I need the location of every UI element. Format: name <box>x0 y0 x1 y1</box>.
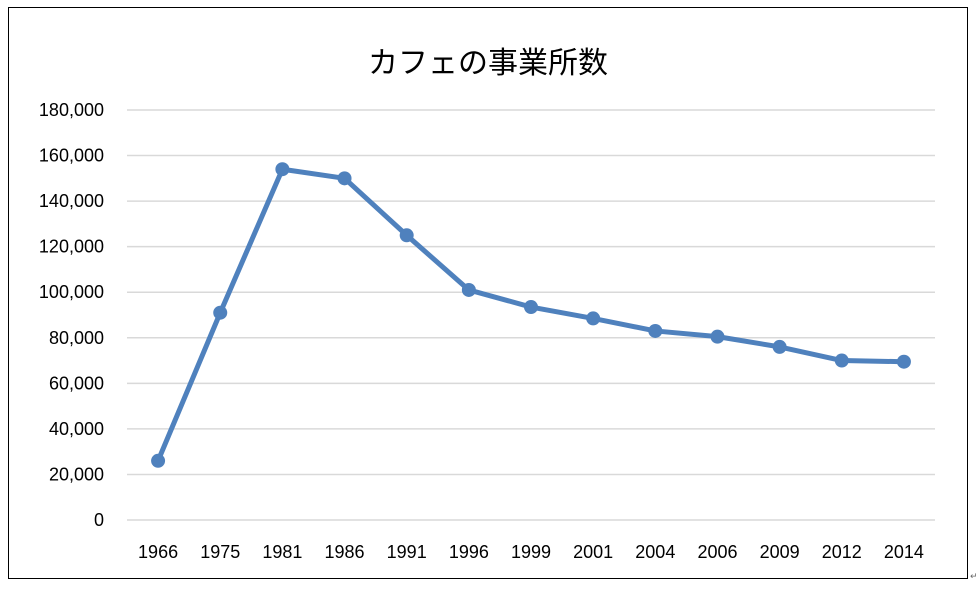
x-tick-label: 1991 <box>387 542 427 562</box>
y-tick-label: 160,000 <box>39 146 104 166</box>
y-tick-label: 60,000 <box>49 373 104 393</box>
data-point <box>524 300 538 315</box>
x-tick-label: 1999 <box>511 542 551 562</box>
return-mark: ↵ <box>970 572 978 582</box>
chart-title: カフェの事業所数 <box>368 46 608 81</box>
y-axis-tick-labels: 0 20,000 40,000 60,000 80,000 100,000 120,000 1… <box>39 100 104 530</box>
y-tick-label: 120,000 <box>39 237 104 257</box>
data-point <box>710 329 725 344</box>
y-tick-label: 80,000 <box>49 328 104 348</box>
data-point <box>834 353 849 368</box>
series-layer <box>151 162 911 468</box>
gridlines <box>127 109 935 521</box>
data-point <box>648 323 663 338</box>
y-tick-label: 140,000 <box>39 191 104 211</box>
x-tick-label: 2006 <box>697 542 737 562</box>
y-tick-label: 0 <box>94 510 104 530</box>
data-point <box>151 453 166 468</box>
x-tick-label: 2009 <box>760 542 800 562</box>
y-tick-label: 20,000 <box>49 464 104 484</box>
y-tick-label: 100,000 <box>39 282 104 302</box>
series-line <box>155 166 904 462</box>
data-point <box>586 311 601 326</box>
data-point <box>213 305 228 320</box>
data-point <box>461 282 476 297</box>
x-tick-label: 1996 <box>449 542 489 562</box>
x-tick-label: 2001 <box>573 542 613 562</box>
x-tick-label: 2014 <box>884 542 924 562</box>
data-point <box>399 228 414 243</box>
y-tick-label: 180,000 <box>39 100 104 120</box>
data-point <box>275 162 290 177</box>
x-tick-label: 2004 <box>635 542 675 562</box>
x-tick-label: 2012 <box>822 542 862 562</box>
data-point <box>772 339 787 354</box>
x-tick-label: 1981 <box>262 542 302 562</box>
x-axis-tick-labels: 1966 1975 1981 1986 1991 1996 1999 2001 2004 2006… <box>138 542 924 562</box>
x-tick-label: 1975 <box>200 542 240 562</box>
y-tick-label: 40,000 <box>49 419 104 439</box>
data-point <box>337 171 352 186</box>
x-tick-label: 1986 <box>325 542 365 562</box>
x-tick-label: 1966 <box>138 542 178 562</box>
data-point <box>896 354 911 369</box>
